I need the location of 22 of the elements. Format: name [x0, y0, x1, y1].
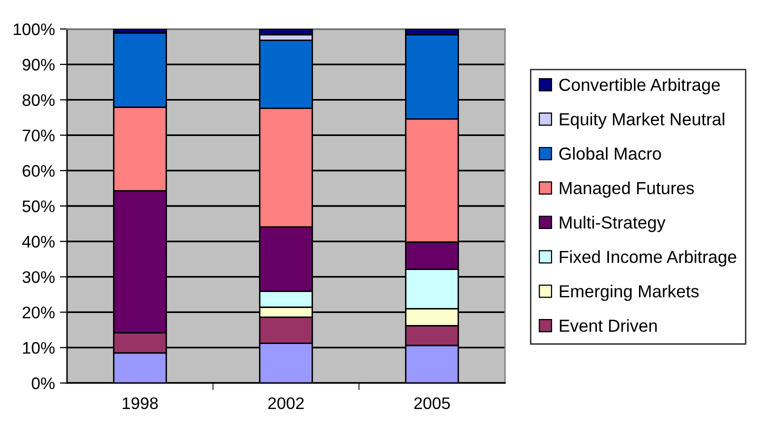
x-tick-label: 2005	[414, 397, 450, 410]
y-tick-label: 40%	[22, 236, 55, 248]
legend-label: Global Macro	[559, 147, 661, 160]
legend-label: Convertible Arbitrage	[559, 78, 720, 94]
y-tick-label: 80%	[22, 94, 55, 106]
y-tick-label: 70%	[22, 130, 55, 142]
legend-label: Emerging Markets	[560, 284, 699, 301]
y-tick-label: 10%	[23, 342, 55, 354]
y-tick-label: 100%	[14, 23, 55, 36]
y-tick-label: 50%	[22, 200, 55, 212]
legend-label: Fixed Income Arbitrage	[560, 250, 736, 266]
legend-label: Event Driven	[560, 319, 657, 332]
y-tick-label: 30%	[22, 271, 55, 284]
y-tick-label: 90%	[22, 58, 55, 71]
x-tick-label: 2002	[268, 397, 304, 410]
x-tick-label: 1998	[122, 397, 158, 410]
y-tick-label: 0%	[32, 377, 55, 390]
legend-label: Equity Market Neutral	[560, 112, 724, 129]
legend-label: Multi-Strategy	[560, 216, 666, 232]
y-tick-label: 60%	[22, 165, 55, 177]
legend-label: Managed Futures	[560, 181, 694, 198]
y-tick-label: 20%	[22, 306, 55, 318]
